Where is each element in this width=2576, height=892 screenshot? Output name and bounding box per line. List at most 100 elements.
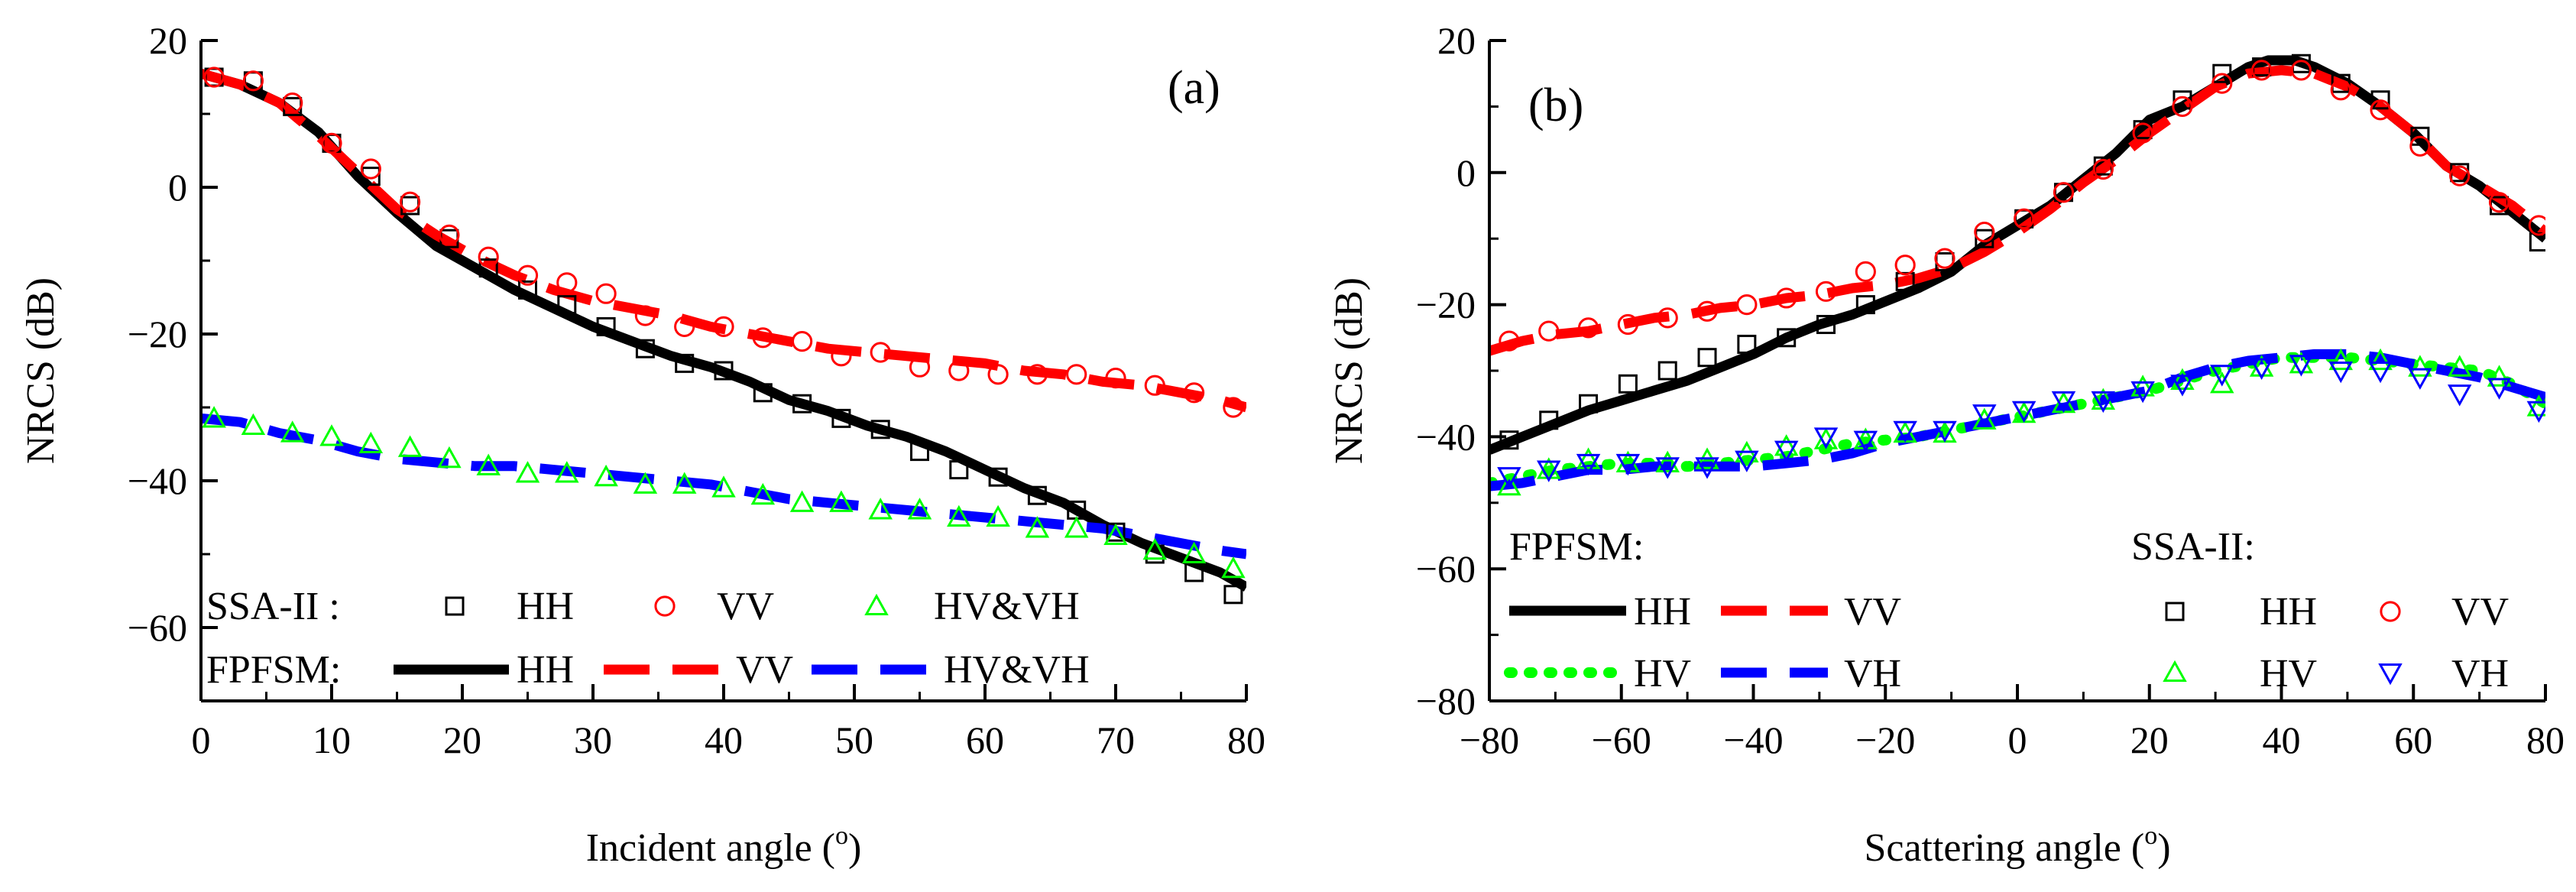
data-point-ssa-ii-hh (478, 258, 498, 278)
data-point-ssa-ii-vv (1184, 382, 1205, 404)
data-point-ssa-ii-hv (2170, 368, 2195, 391)
data-point-ssa-ii-hv-vh (711, 475, 736, 498)
data-point-ssa-ii-hv-vh (986, 504, 1010, 527)
data-point-ssa-ii-hv-vh (1221, 556, 1246, 579)
chart-panel-a: 0 10 20 30 40 50 60 70 80 20 0 −20 −40 −60 Incident an… (19, 19, 1265, 870)
data-point-ssa-ii-vh (2130, 381, 2155, 404)
data-point-ssa-ii-vv (2330, 79, 2351, 101)
data-point-ssa-ii-hv (2408, 355, 2432, 377)
data-point-ssa-ii-vh (2210, 365, 2234, 387)
data-point-ssa-ii-vv (1577, 317, 1599, 339)
data-point-ssa-ii-hh (557, 295, 577, 315)
data-point-ssa-ii-vv (2409, 135, 2431, 157)
data-point-ssa-ii-hv-vh (319, 424, 344, 446)
series-line-fpfsm-vh (1489, 349, 2545, 491)
legend-entry: VV (1844, 590, 1901, 634)
data-point-ssa-ii-hh (675, 353, 695, 373)
series-line-fpfsm-vv (201, 68, 1246, 413)
x-tick-label: 60 (2394, 718, 2432, 761)
data-point-ssa-ii-vh (1497, 467, 1521, 489)
panel-label: (a) (1168, 62, 1220, 114)
data-point-ssa-ii-vv (1696, 300, 1718, 322)
data-point-ssa-ii-vv (1894, 255, 1916, 276)
data-point-ssa-ii-hh (714, 361, 734, 381)
data-point-ssa-ii-hh (2291, 54, 2311, 73)
data-point-ssa-ii-hh (1975, 229, 1994, 248)
x-tick-label: 80 (1227, 718, 1265, 761)
data-point-ssa-ii-hv-vh (868, 498, 893, 520)
data-point-ssa-ii-hh (1223, 585, 1243, 605)
series-group (201, 66, 1246, 605)
data-point-ssa-ii-vh (2249, 358, 2274, 380)
legend-entry: VV (2451, 590, 2509, 634)
x-tick-label: 0 (192, 718, 211, 761)
data-point-ssa-ii-hv-vh (397, 435, 423, 457)
data-point-ssa-ii-vv (556, 272, 578, 294)
legend: SSA-II : HH VV HV&VH FPFSM: HH VV HV&VH (206, 585, 1090, 692)
data-point-ssa-ii-hv-vh (515, 461, 540, 483)
legend-entry: HV&VH (944, 648, 1090, 692)
data-point-ssa-ii-hh (1777, 328, 1797, 348)
data-point-ssa-ii-vh (2170, 375, 2195, 397)
data-point-ssa-ii-hh (1855, 295, 1875, 315)
data-point-ssa-ii-vv (1499, 330, 1520, 352)
y-axis-title: NRCS (dB) (19, 277, 63, 464)
y-tick-label: −40 (128, 459, 187, 502)
data-point-ssa-ii-vv (634, 305, 656, 326)
legend-marker (864, 593, 889, 616)
data-point-ssa-ii-vv (242, 70, 264, 92)
legend-entry: HH (2260, 590, 2317, 634)
data-point-ssa-ii-vv (1657, 307, 1678, 329)
legend-entry: VH (1844, 652, 1901, 696)
y-tick-label: 0 (1456, 151, 1476, 194)
x-tick-label: 60 (966, 718, 1004, 761)
y-tick-label: 20 (1437, 19, 1476, 62)
data-point-ssa-ii-hv (2328, 348, 2353, 371)
data-point-ssa-ii-hv-vh (241, 413, 266, 436)
data-point-ssa-ii-hh (753, 383, 773, 403)
data-point-ssa-ii-hh (518, 280, 537, 300)
data-point-ssa-ii-hh (1539, 410, 1559, 430)
data-point-ssa-ii-hv-vh (633, 472, 658, 494)
data-point-ssa-ii-vv (2014, 208, 2035, 229)
data-point-ssa-ii-vv (987, 364, 1009, 385)
data-point-ssa-ii-vv (439, 224, 460, 245)
legend-entry: VV (717, 585, 774, 628)
panel-label: (b) (1528, 79, 1583, 131)
y-tick-label: −60 (128, 606, 187, 649)
data-point-ssa-ii-vh (1735, 450, 1759, 472)
data-point-ssa-ii-hv-vh (1064, 516, 1089, 538)
y-tick-label: −20 (128, 313, 187, 355)
data-point-ssa-ii-hv (1972, 407, 1997, 430)
data-point-ssa-ii-vv (2092, 158, 2114, 180)
legend-marker (2163, 660, 2187, 683)
data-point-ssa-ii-hv (1655, 450, 1680, 473)
data-point-ssa-ii-vv (2370, 99, 2391, 121)
data-point-ssa-ii-vv (2290, 60, 2312, 81)
x-tick-label: 20 (2130, 718, 2169, 761)
data-point-ssa-ii-vh (2447, 384, 2472, 407)
data-point-ssa-ii-hh (2331, 73, 2351, 93)
x-tick-label: −40 (1723, 718, 1783, 761)
data-point-ssa-ii-hv-vh (358, 431, 384, 454)
data-point-ssa-ii-hh (361, 167, 381, 187)
data-point-ssa-ii-vv (595, 283, 617, 304)
x-tick-label: 30 (574, 718, 612, 761)
legend-entry: VV (736, 648, 793, 692)
y-tick-label: −40 (1416, 415, 1476, 458)
data-point-ssa-ii-hv (2368, 348, 2393, 371)
data-point-ssa-ii-vv (713, 316, 734, 337)
data-point-ssa-ii-hv-vh (1142, 537, 1168, 560)
data-point-ssa-ii-vv (1538, 320, 1560, 342)
data-point-ssa-ii-vh (2368, 361, 2393, 384)
data-point-ssa-ii-vv (1934, 248, 1955, 269)
data-point-ssa-ii-hv (1774, 434, 1799, 456)
data-point-ssa-ii-hv (1576, 447, 1601, 469)
x-tick-label: 80 (2526, 718, 2565, 761)
data-point-ssa-ii-vv (1736, 294, 1758, 316)
x-tick-label: 0 (2008, 718, 2027, 761)
x-tick-label: −60 (1592, 718, 1651, 761)
y-axis-title: NRCS (dB) (1327, 277, 1371, 464)
data-point-ssa-ii-hv (1497, 473, 1521, 496)
